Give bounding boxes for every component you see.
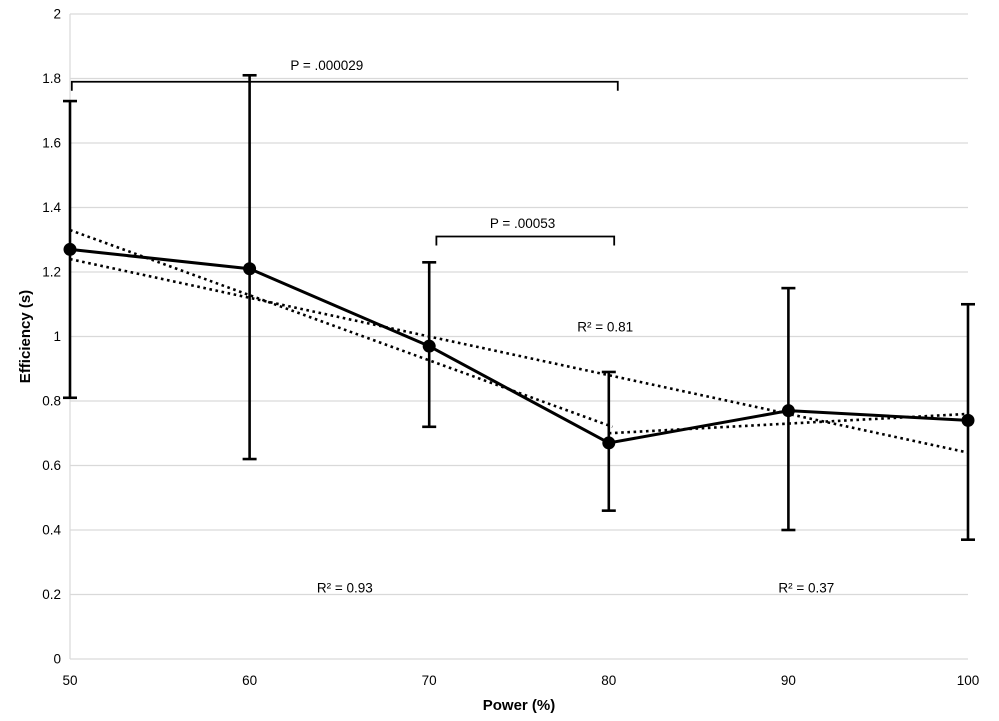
x-tick-label: 70 — [422, 673, 437, 688]
data-point-marker — [961, 413, 975, 427]
x-tick-label: 60 — [242, 673, 257, 688]
y-tick-label: 0.8 — [42, 394, 61, 409]
y-axis-title: Efficiency (s) — [17, 290, 34, 383]
y-tick-label: 1.4 — [42, 200, 61, 215]
y-tick-label: 0.4 — [42, 523, 61, 538]
data-point-marker — [602, 436, 616, 450]
r-squared-label: R² = 0.93 — [317, 581, 373, 596]
x-tick-label: 100 — [957, 673, 980, 688]
y-tick-label: 1.6 — [42, 136, 61, 151]
x-tick-label: 90 — [781, 673, 796, 688]
p-value-label: P = .00053 — [490, 216, 555, 231]
y-tick-label: 1.8 — [42, 71, 61, 86]
series-line — [69, 247, 969, 445]
trendline-dotted — [69, 257, 969, 454]
x-tick-label: 80 — [601, 673, 616, 688]
r-squared-label: R² = 0.37 — [778, 581, 834, 596]
data-point-marker — [422, 339, 436, 353]
y-tick-label: 1 — [53, 329, 61, 344]
significance-bracket — [435, 235, 616, 246]
significance-bracket — [70, 80, 619, 91]
y-tick-label: 2 — [53, 7, 61, 22]
x-axis-title: Power (%) — [483, 697, 556, 714]
y-tick-label: 0.6 — [42, 458, 61, 473]
data-point-marker — [781, 404, 795, 418]
r-squared-label: R² = 0.81 — [577, 319, 633, 334]
data-point-marker — [63, 242, 77, 256]
data-point-marker — [243, 262, 257, 276]
x-tick-label: 50 — [62, 673, 77, 688]
y-tick-label: 0.2 — [42, 587, 61, 602]
y-tick-label: 1.2 — [42, 265, 61, 280]
y-tick-label: 0 — [53, 652, 61, 667]
p-value-label: P = .000029 — [290, 58, 363, 73]
